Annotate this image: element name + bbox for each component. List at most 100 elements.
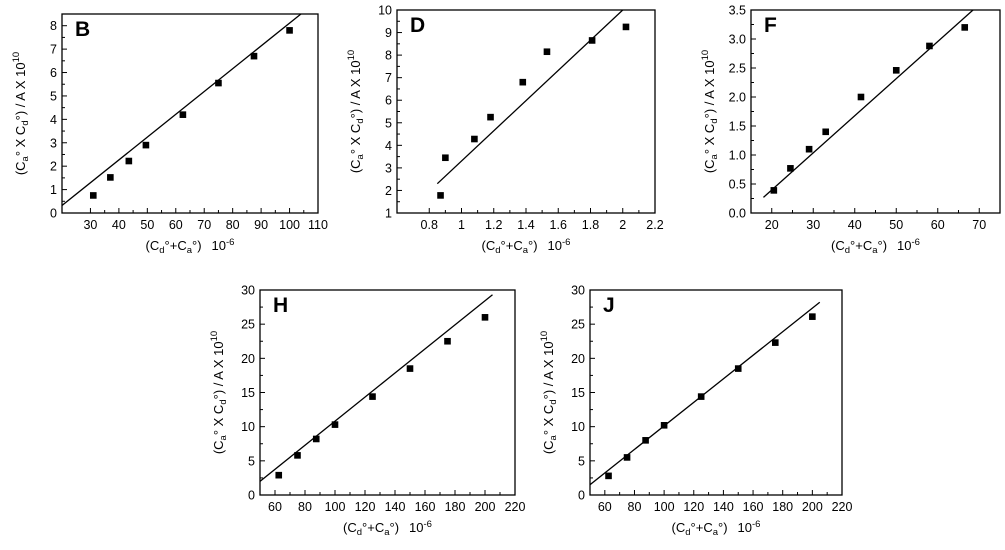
xlabel-subscript: d (845, 245, 850, 256)
panel-j-ytick-label: 5 (578, 454, 585, 468)
panel-b-data-point (142, 141, 150, 149)
panel-j-xtick-label: 140 (713, 500, 734, 514)
ylabel-text: (C (348, 159, 363, 173)
panel-d-ytick-label: 8 (385, 49, 392, 63)
panel-b-frame (61, 13, 319, 214)
panel-d-xtick-label: 0.8 (421, 218, 438, 232)
xlabel-text: °+C (850, 238, 872, 253)
xlabel-subscript: d (495, 245, 500, 256)
panel-h-data-point (481, 314, 489, 321)
xlabel-superscript: -6 (424, 519, 432, 530)
xlabel-superscript: -6 (912, 237, 920, 248)
panel-d-ytick-label: 4 (385, 139, 392, 153)
panel-j-data-point (623, 454, 631, 461)
xlabel-text: (C (482, 238, 496, 253)
panel-h-ytick-label: 0 (248, 489, 255, 503)
panel-h-xtick-label: 180 (445, 500, 466, 514)
xlabel-text: °) (390, 520, 400, 535)
xlabel-subscript: a (713, 527, 719, 538)
xlabel-subscript: d (159, 245, 164, 256)
panel-j-ytick-label: 0 (578, 489, 585, 503)
ylabel-subscript: d (709, 118, 720, 123)
panel-d-data-point (622, 23, 630, 31)
panel-f-ytick-label: 2.0 (729, 91, 746, 105)
xlabel-subscript: a (523, 245, 529, 256)
panel-h-ytick-label: 15 (241, 386, 255, 400)
panel-d-ytick-label: 9 (385, 26, 392, 40)
panel-b-xtick-label: 110 (308, 218, 328, 232)
panel-j-ytick-label: 25 (571, 318, 585, 332)
panel-j-xtick-label: 100 (654, 500, 675, 514)
panel-h-frame (259, 289, 516, 496)
panel-d-xtick-label: 2 (619, 218, 626, 232)
panel-j-data-point (642, 437, 649, 444)
panel-d-data-point (471, 135, 478, 143)
ylabel-text: (C (541, 440, 556, 454)
panel-j-ytick-label: 30 (571, 284, 585, 298)
xlabel-subscript: a (872, 245, 878, 256)
panel-d-data-point (437, 192, 444, 199)
panel-j-xtick-label: 160 (743, 500, 764, 514)
panel-d-xtick-label: 1 (458, 218, 465, 232)
ylabel-superscript: 10 (346, 50, 357, 61)
panel-j-xlabel: (Cd°+Ca°) 10-6 (672, 519, 761, 538)
panel-j-xtick-label: 120 (683, 500, 704, 514)
xlabel-text: °+C (165, 238, 187, 253)
panel-h-xtick-label: 220 (505, 500, 526, 514)
panel-f-data-point (787, 165, 794, 172)
ylabel-superscript: 10 (11, 52, 22, 63)
panel-f-xtick-label: 50 (889, 218, 903, 232)
xlabel-text: 10 (738, 520, 752, 535)
panel-d-ytick-label: 6 (385, 94, 392, 108)
panel-f-xtick-label: 60 (931, 218, 945, 232)
panel-b-ylabel: (Ca° X Cd°) / A X 1010 (11, 52, 31, 175)
ylabel-subscript: a (548, 434, 559, 440)
panel-h-xtick-label: 160 (415, 500, 436, 514)
ylabel-text: (C (702, 159, 717, 173)
panel-b-xtick-label: 30 (83, 218, 97, 232)
panel-h-xtick-label: 100 (325, 500, 346, 514)
panel-f-data-point (805, 145, 813, 153)
panel-h-data-point (369, 393, 376, 400)
panel-f-ytick-label: 1.0 (729, 149, 746, 163)
panel-f-ytick-label: 3.0 (729, 33, 746, 47)
ylabel-subscript: d (20, 120, 31, 125)
ylabel-text: °) / A X 10 (348, 60, 363, 118)
panel-h-ytick-label: 20 (241, 352, 255, 366)
ylabel-subscript: a (709, 153, 720, 159)
panel-h-xtick-label: 60 (268, 500, 282, 514)
panel-h-label: H (273, 294, 288, 317)
panel-h-xtick-label: 200 (475, 500, 496, 514)
panel-f-data-point (822, 128, 829, 136)
panel-b-ytick-label: 3 (50, 136, 57, 150)
ylabel-subscript: d (548, 399, 559, 404)
panel-f-ytick-label: 0.5 (729, 178, 746, 192)
ylabel-text: °) / A X 10 (13, 62, 28, 120)
ylabel-text: °) / A X 10 (541, 341, 556, 399)
panel-b-data-point (89, 192, 97, 199)
panel-f-data-point (892, 67, 900, 74)
panel-j-xtick-label: 80 (628, 500, 642, 514)
panel-b-xtick-label: 90 (254, 218, 268, 232)
panel-b-data-point (215, 79, 222, 87)
ylabel-subscript: d (218, 399, 229, 404)
panel-f-data-point (770, 187, 778, 194)
xlabel-subscript: a (187, 245, 193, 256)
panel-f-xtick-label: 20 (765, 218, 779, 232)
panel-f-data-point (926, 42, 933, 50)
panel-f-label: F (764, 14, 777, 37)
panel-d-xtick-label: 1.6 (550, 218, 567, 232)
xlabel-text: (C (146, 238, 160, 253)
xlabel-text: (C (831, 238, 845, 253)
panel-d-xtick-label: 1.8 (582, 218, 599, 232)
ylabel-text: °) / A X 10 (702, 60, 717, 118)
ylabel-superscript: 10 (209, 331, 220, 342)
panel-b-xtick-label: 60 (169, 218, 183, 232)
panel-b-ytick-label: 0 (50, 207, 57, 221)
panel-f-xtick-label: 40 (848, 218, 862, 232)
panel-f-xlabel: (Cd°+Ca°) 10-6 (831, 237, 920, 256)
ylabel-text: ° X C (211, 405, 226, 435)
panel-j: 60 80 100 120 140 160 180 200 220 0 5 10 15 20 25 30 J (C… (539, 284, 852, 539)
